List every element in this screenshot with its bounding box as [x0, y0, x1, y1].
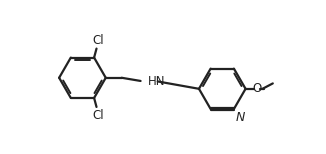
- Text: HN: HN: [147, 75, 165, 88]
- Text: Cl: Cl: [92, 34, 104, 47]
- Text: N: N: [236, 111, 245, 124]
- Text: O: O: [252, 82, 262, 95]
- Text: Cl: Cl: [92, 109, 104, 122]
